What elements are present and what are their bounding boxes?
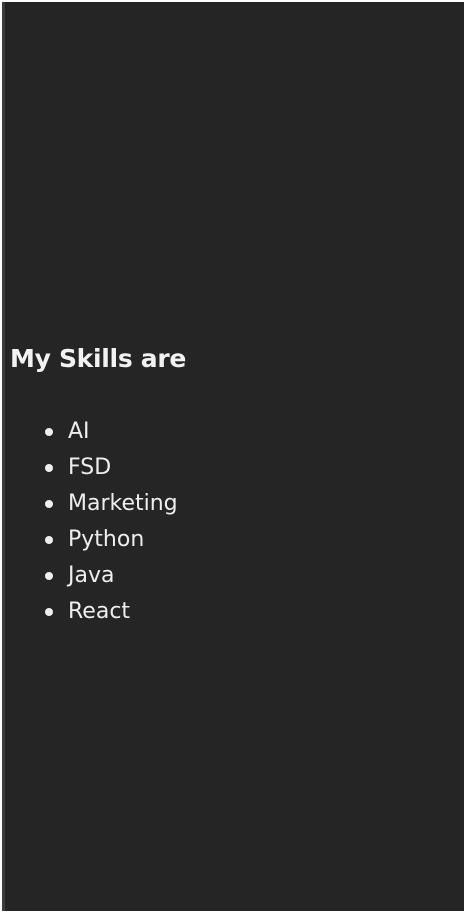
skill-item-java: Java: [5, 558, 178, 594]
skill-label: Java: [68, 563, 115, 588]
skill-label: AI: [68, 419, 90, 444]
skill-item-python: Python: [5, 522, 178, 558]
skills-heading: My Skills are: [10, 344, 187, 373]
skill-label: Python: [68, 527, 145, 552]
bullet-icon: [45, 536, 53, 544]
skill-item-marketing: Marketing: [5, 486, 178, 522]
skill-item-ai: AI: [5, 414, 178, 450]
skills-list: AI FSD Marketing Python Java React: [5, 414, 178, 630]
skill-item-fsd: FSD: [5, 450, 178, 486]
bullet-icon: [45, 464, 53, 472]
bullet-icon: [45, 428, 53, 436]
skill-item-react: React: [5, 594, 178, 630]
skill-label: FSD: [68, 455, 112, 480]
bullet-icon: [45, 608, 53, 616]
skill-label: React: [68, 599, 131, 624]
skill-label: Marketing: [68, 491, 178, 516]
bullet-icon: [45, 572, 53, 580]
bullet-icon: [45, 500, 53, 508]
